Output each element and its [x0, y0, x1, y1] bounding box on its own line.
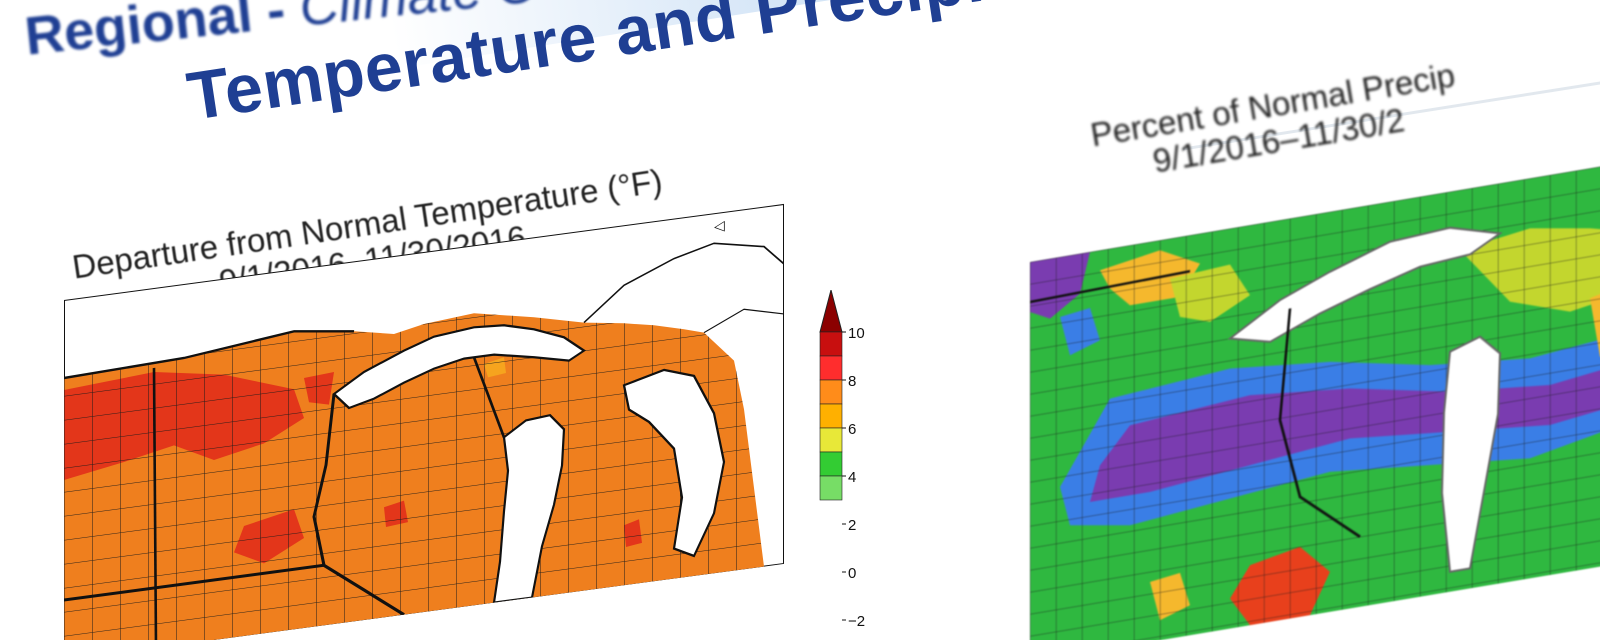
legend-tick-label: 4: [848, 469, 856, 486]
temperature-departure-map: ◁: [64, 203, 784, 640]
legend-color-band: [819, 475, 843, 501]
precip-state-border: [1278, 308, 1361, 538]
legend-color-band: [819, 331, 843, 357]
temperature-map-svg: ◁: [64, 203, 784, 640]
lake-superior: [332, 324, 586, 410]
legend-color-band: [819, 403, 843, 429]
state-border-wi-mi: [472, 356, 506, 438]
ontario-shore: [703, 308, 784, 334]
temperature-legend: 10 8 6 4 2 0 −2: [812, 288, 892, 640]
legend-colorbar: 10 8 6 4 2 0 −2: [819, 288, 865, 630]
legend-color-band: [819, 379, 843, 405]
precip-county-boundaries: [1030, 161, 1600, 640]
canada-border: [583, 242, 784, 324]
state-border-mn-ia: [64, 563, 324, 602]
state-border-mn-wi: [312, 393, 405, 616]
precip-border: [1030, 270, 1191, 304]
legend-tick-label: 8: [848, 373, 856, 390]
legend-tick-label: 0: [848, 565, 856, 582]
state-border-west: [152, 367, 158, 640]
us-canada-border: [64, 330, 355, 380]
precipitation-percent-map: [1030, 161, 1600, 640]
lake-huron: [622, 368, 726, 558]
legend-tick-label: 6: [848, 421, 856, 438]
legend-color-band: [819, 427, 843, 453]
precip-map-svg: [1030, 161, 1600, 640]
legend-max-arrow: [819, 288, 843, 333]
legend-tick-label: −2: [848, 613, 865, 630]
legend-tick-label: 2: [848, 517, 856, 534]
precip-lake-michigan: [1440, 335, 1502, 573]
county-boundaries: [64, 313, 764, 640]
precip-lake-superior: [1227, 226, 1503, 343]
legend-tick-label: 10: [848, 325, 865, 342]
legend-color-band: [819, 451, 843, 477]
precip-map-title: Percent of Normal Precip 9/1/2016–11/30/…: [1088, 56, 1463, 188]
lake-michigan: [492, 413, 566, 604]
legend-color-band: [819, 355, 843, 381]
map-corner-marker: ◁: [714, 217, 725, 234]
